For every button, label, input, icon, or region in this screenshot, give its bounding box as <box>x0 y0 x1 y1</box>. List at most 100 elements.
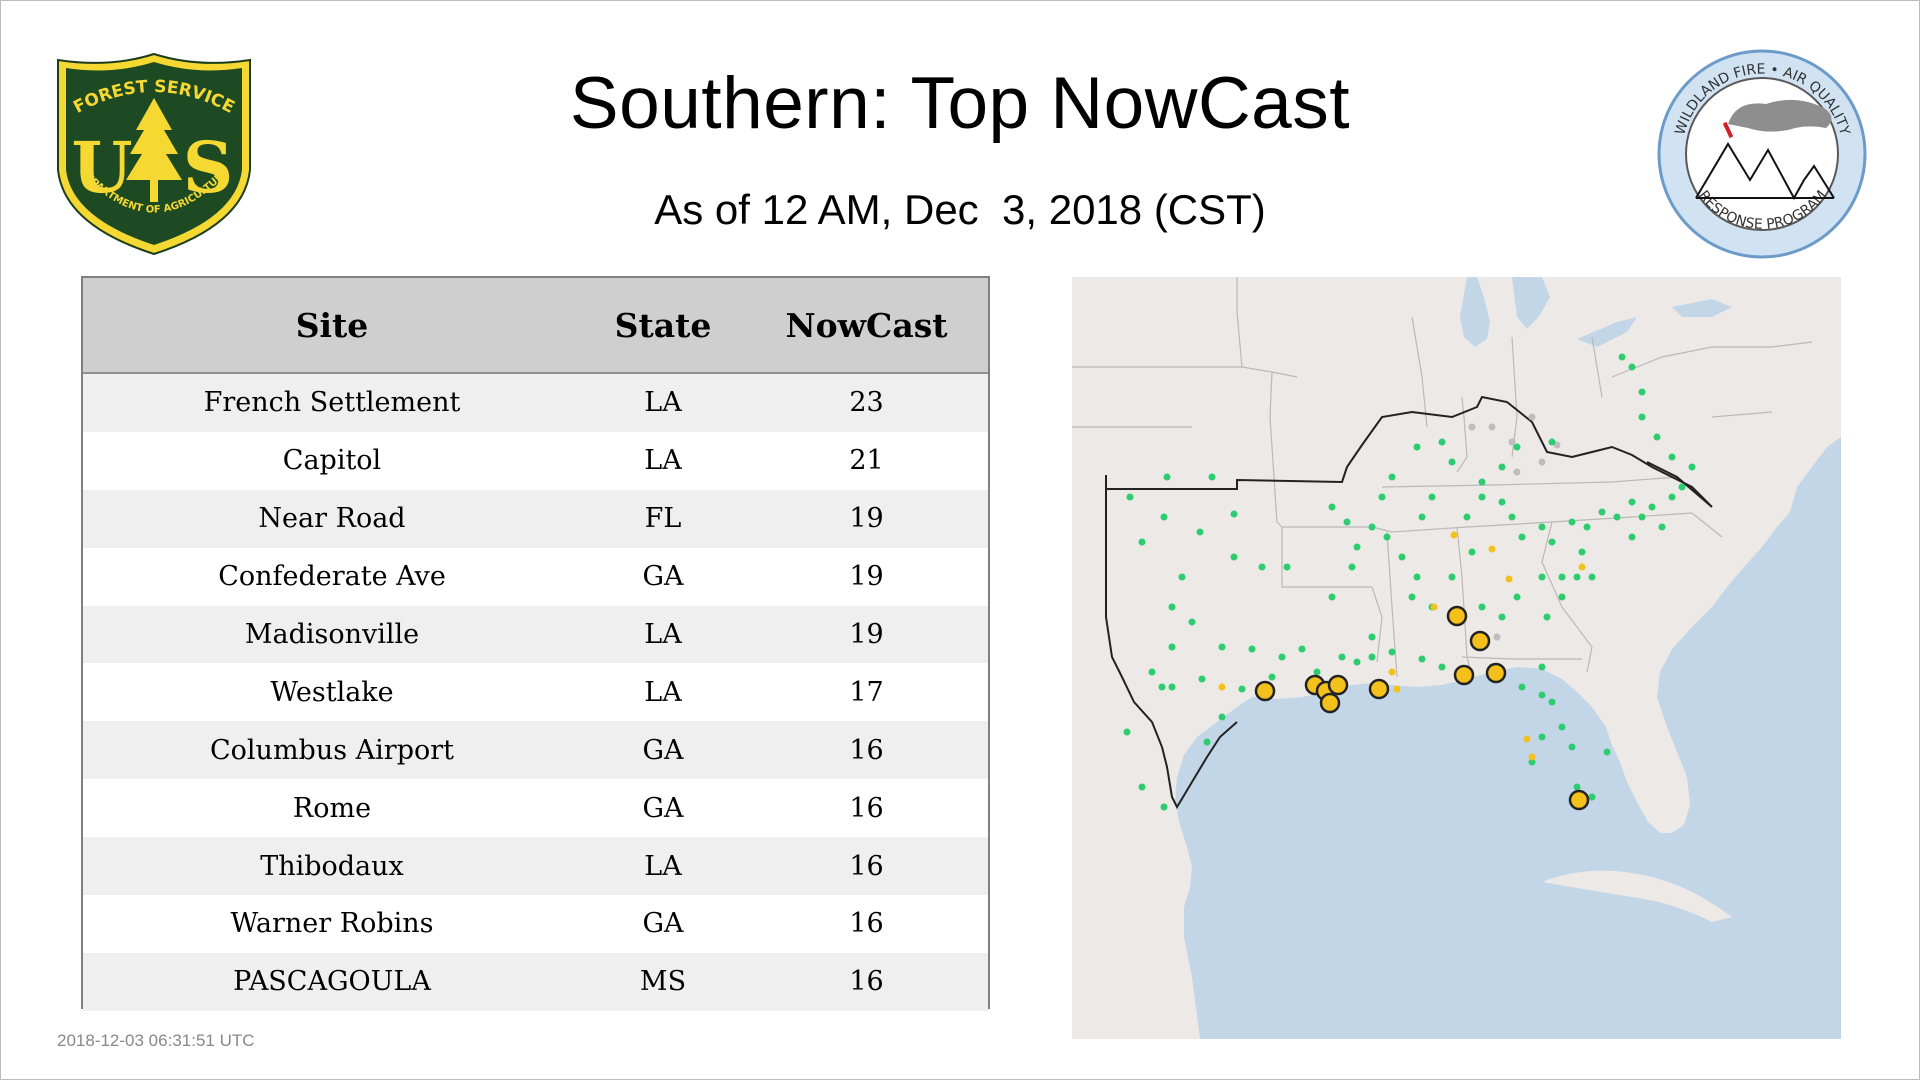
good-site-marker <box>1408 593 1416 601</box>
good-site-marker <box>1538 691 1546 699</box>
table-body: French Settlement LA 23 Capitol LA 21 Near Roa… <box>83 374 988 1011</box>
good-site-marker <box>1338 653 1346 661</box>
good-site-marker <box>1148 668 1156 676</box>
cell-state: LA <box>644 619 682 650</box>
no-data-site-marker <box>1508 438 1516 446</box>
good-site-marker <box>1353 658 1361 666</box>
good-site-marker <box>1283 563 1291 571</box>
good-site-marker <box>1368 523 1376 531</box>
cell-state: GA <box>642 561 684 593</box>
good-site-marker <box>1428 493 1436 501</box>
shield-letter-u: U <box>71 126 132 209</box>
cell-nowcast: 19 <box>849 503 884 535</box>
moderate-site-marker <box>1505 575 1513 583</box>
good-site-marker <box>1538 733 1546 741</box>
good-site-marker <box>1513 443 1521 451</box>
good-site-marker <box>1218 713 1226 721</box>
good-site-marker <box>1230 553 1238 561</box>
table-row: PASCAGOULA MS 16 <box>83 952 988 1011</box>
good-site-marker <box>1198 675 1206 683</box>
good-site-marker <box>1388 473 1396 481</box>
good-site-marker <box>1478 478 1486 486</box>
good-site-marker <box>1168 603 1176 611</box>
page-subtitle: As of 12 AM, Dec 3, 2018 (CST) <box>654 186 1266 233</box>
lake-huron <box>1512 277 1550 329</box>
good-site-marker <box>1538 573 1546 581</box>
good-site-marker <box>1628 498 1636 506</box>
good-site-marker <box>1558 573 1566 581</box>
moderate-site-marker <box>1388 668 1396 676</box>
cell-state: MS <box>639 966 687 998</box>
good-site-marker <box>1558 723 1566 731</box>
good-site-marker <box>1298 645 1306 653</box>
table-row: Columbus Airport GA 16 <box>83 721 988 780</box>
good-site-marker <box>1348 563 1356 571</box>
cuba-land <box>1542 870 1732 922</box>
good-site-marker <box>1343 518 1351 526</box>
good-site-marker <box>1568 743 1576 751</box>
good-site-marker <box>1538 663 1546 671</box>
good-site-marker <box>1638 413 1646 421</box>
good-site-marker <box>1278 653 1286 661</box>
cell-site: Madisonville <box>244 619 420 650</box>
table-row: Rome GA 16 <box>83 779 988 838</box>
moderate-site-marker <box>1578 563 1586 571</box>
mountains-icon <box>1695 142 1835 201</box>
good-site-marker <box>1138 783 1146 791</box>
cell-site: French Settlement <box>203 387 461 419</box>
table-row: Thibodaux LA 16 <box>83 837 988 896</box>
good-site-marker <box>1598 508 1606 516</box>
cell-state: LA <box>644 387 682 419</box>
moderate-site-marker <box>1523 735 1531 743</box>
table-header: Site State NowCast <box>83 278 988 374</box>
good-site-marker <box>1203 738 1211 746</box>
good-site-marker <box>1568 518 1576 526</box>
good-site-marker <box>1196 528 1204 536</box>
good-site-marker <box>1368 633 1376 641</box>
good-site-marker <box>1498 498 1506 506</box>
southern-region-map <box>1072 277 1841 1039</box>
top-nowcast-site-marker <box>1319 692 1341 714</box>
good-site-marker <box>1448 458 1456 466</box>
good-site-marker <box>1628 533 1636 541</box>
good-site-marker <box>1498 613 1506 621</box>
no-data-site-marker <box>1468 423 1476 431</box>
cell-nowcast: 21 <box>849 445 884 477</box>
table-row: French Settlement LA 23 <box>83 374 988 432</box>
good-site-marker <box>1208 473 1216 481</box>
good-site-marker <box>1468 548 1476 556</box>
good-site-marker <box>1313 668 1321 676</box>
cell-site: Columbus Airport <box>210 734 454 766</box>
top-nowcast-site-marker <box>1568 789 1590 811</box>
cell-site: Warner Robins <box>230 908 434 940</box>
good-site-marker <box>1478 493 1486 501</box>
good-site-marker <box>1513 593 1521 601</box>
forest-service-logo: FOREST SERVICE DEPARTMENT OF AGRICULTURE… <box>57 52 251 256</box>
cell-state: LA <box>644 445 682 477</box>
good-site-marker <box>1628 363 1636 371</box>
cell-nowcast: 16 <box>849 792 884 824</box>
wildland-fire-logo: WILDLAND FIRE • AIR QUALITY RESPONSE PRO… <box>1657 49 1867 259</box>
cell-nowcast: 16 <box>849 734 884 766</box>
good-site-marker <box>1548 698 1556 706</box>
good-site-marker <box>1378 493 1386 501</box>
good-site-marker <box>1158 683 1166 691</box>
good-site-marker <box>1328 503 1336 511</box>
cell-state: LA <box>644 850 682 882</box>
cell-state: FL <box>644 503 682 535</box>
cell-nowcast: 23 <box>849 387 884 419</box>
good-site-marker <box>1548 438 1556 446</box>
good-site-marker <box>1160 803 1168 811</box>
good-site-marker <box>1388 648 1396 656</box>
table-row: Madisonville LA 19 <box>83 605 988 664</box>
good-site-marker <box>1168 643 1176 651</box>
good-site-marker <box>1668 493 1676 501</box>
good-site-marker <box>1688 463 1696 471</box>
monitoring-sites <box>1123 353 1696 811</box>
cell-state: GA <box>642 908 684 940</box>
good-site-marker <box>1413 573 1421 581</box>
moderate-site-marker <box>1528 753 1536 761</box>
good-site-marker <box>1138 538 1146 546</box>
lake-michigan <box>1460 277 1490 347</box>
good-site-marker <box>1588 793 1596 801</box>
